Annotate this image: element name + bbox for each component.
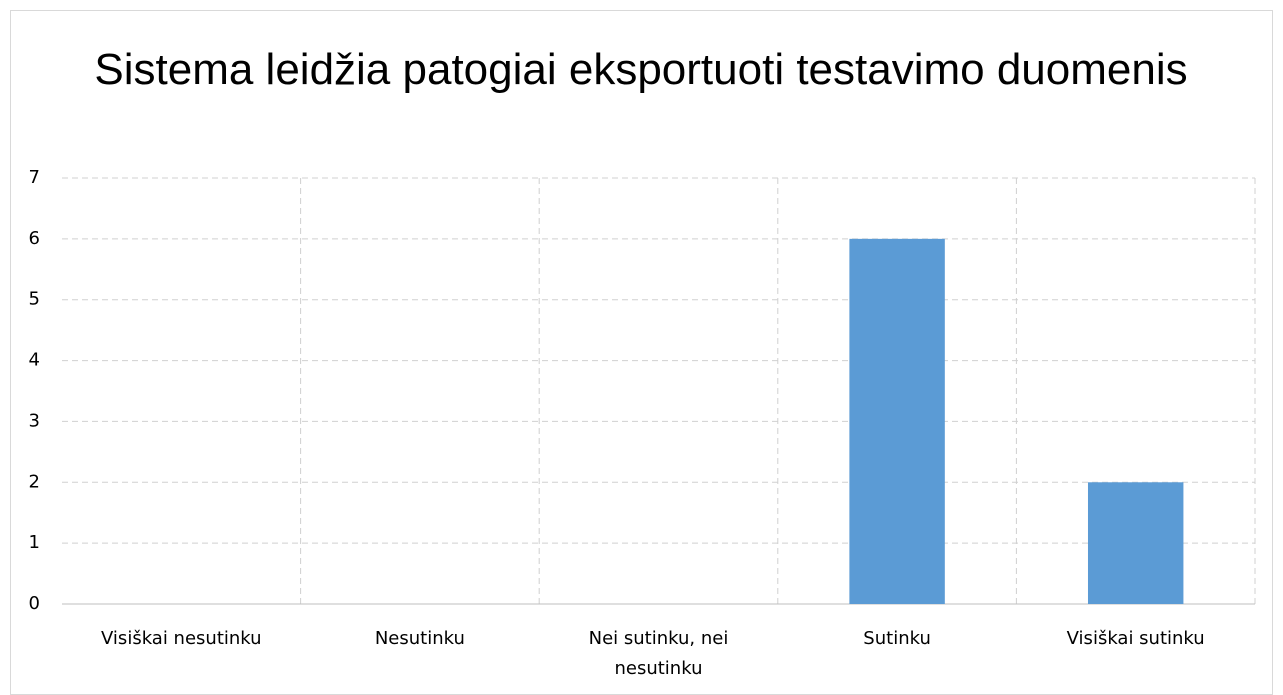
x-tick-label: Nesutinku <box>374 628 465 649</box>
y-tick-label: 5 <box>29 289 40 310</box>
y-tick-label: 0 <box>29 593 40 614</box>
y-tick-label: 2 <box>29 471 40 492</box>
bar <box>1087 482 1184 604</box>
y-tick-label: 6 <box>29 228 40 249</box>
chart-title: Sistema leidžia patogiai eksportuoti tes… <box>94 45 1188 94</box>
chart-border <box>10 10 1273 695</box>
y-tick-label: 4 <box>29 350 40 371</box>
bar <box>849 238 945 604</box>
y-tick-label: 3 <box>29 410 40 431</box>
y-tick-label: 7 <box>29 167 40 188</box>
x-tick-label: Sutinku <box>863 628 931 649</box>
x-tick-label: Visiškai nesutinku <box>101 628 262 649</box>
y-tick-label: 1 <box>29 532 40 553</box>
x-tick-label: Visiškai sutinku <box>1066 628 1205 649</box>
x-tick-label: Nei sutinku, nei nesutinku <box>588 628 729 679</box>
